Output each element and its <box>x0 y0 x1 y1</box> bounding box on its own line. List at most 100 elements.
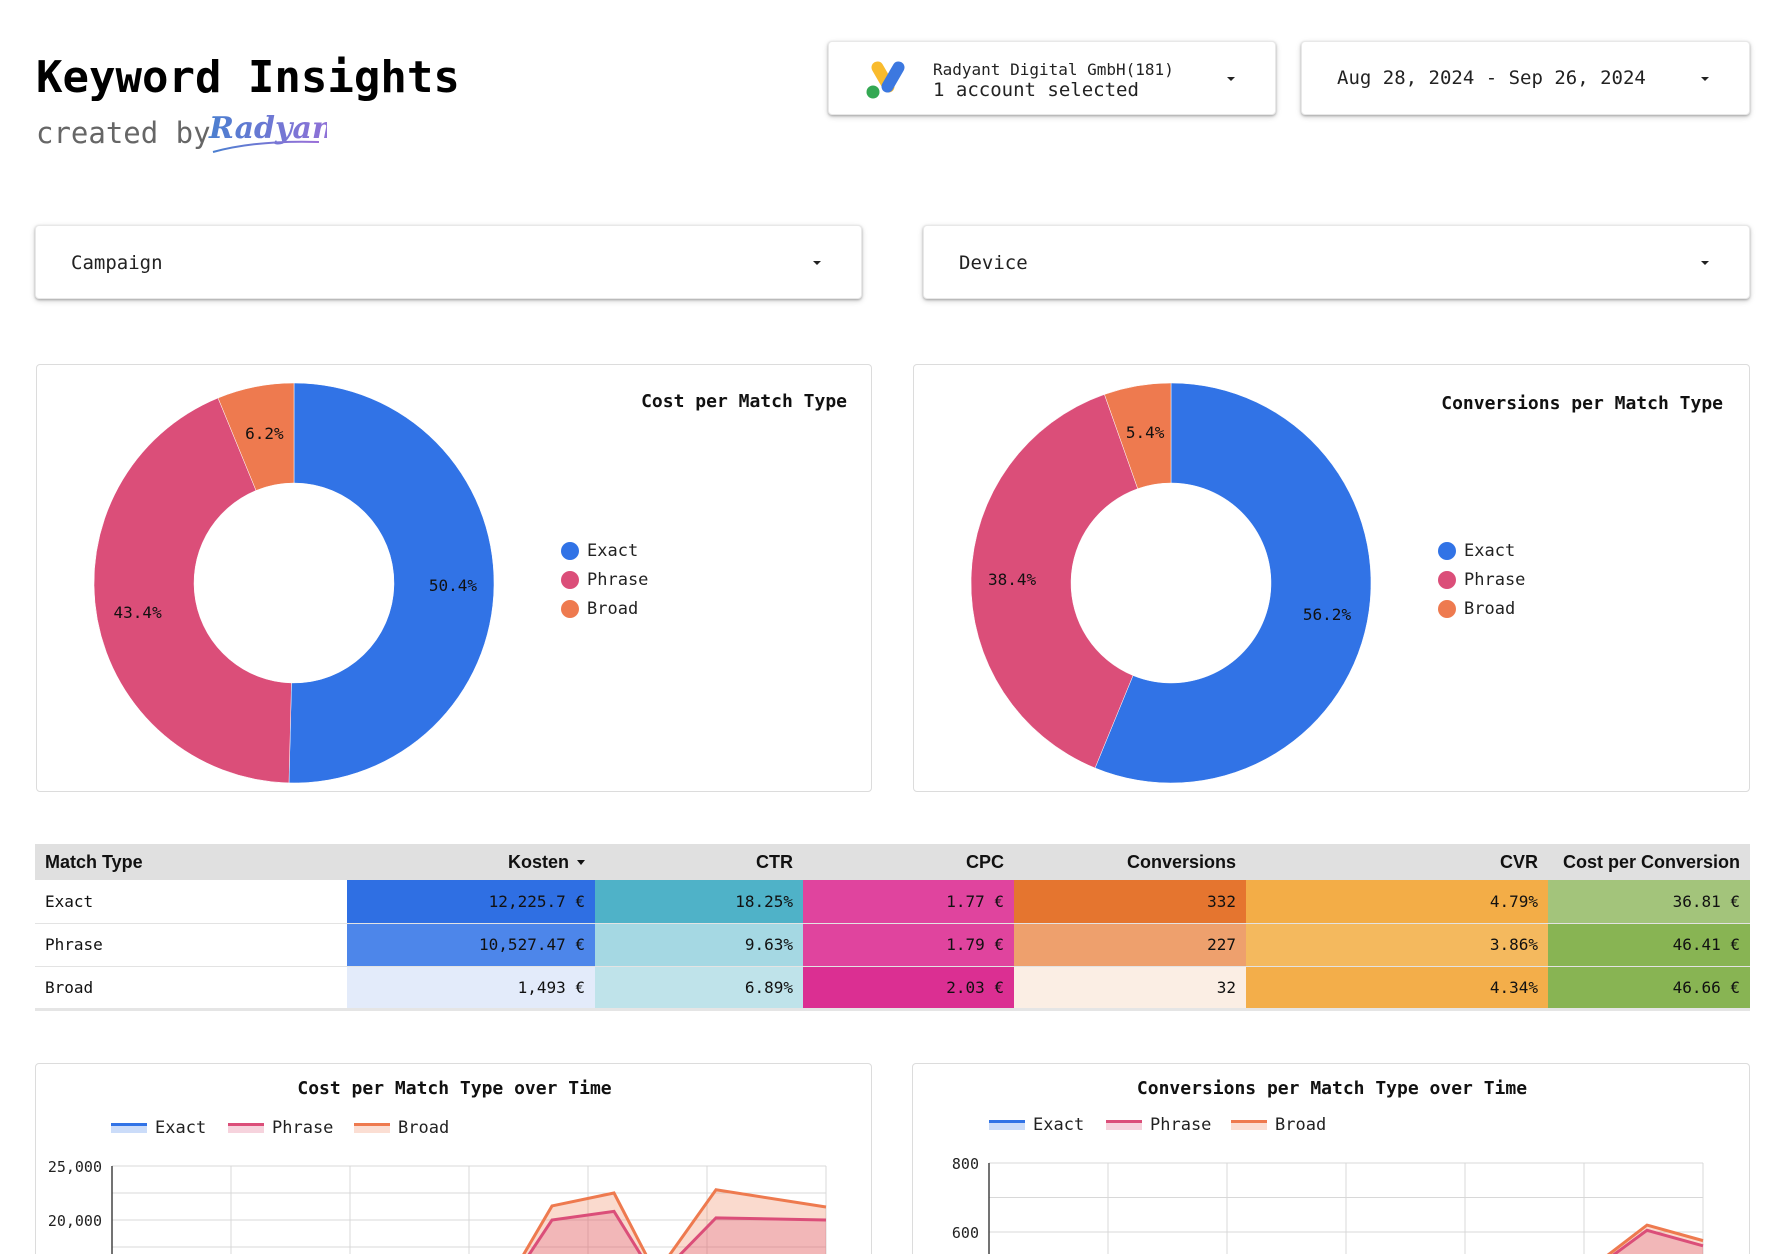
column-header-ctr[interactable]: CTR <box>595 844 803 880</box>
cell-cpc-conv: 36.81 € <box>1548 880 1750 924</box>
sort-desc-icon <box>577 860 585 866</box>
page-subtitle: created by <box>36 116 211 150</box>
match-type-table: Match Type Kosten CTR CPC Conversions CV… <box>35 844 1750 1011</box>
broad-series-area <box>523 1189 826 1254</box>
grid <box>988 1162 1704 1254</box>
legend-item-phrase[interactable]: Phrase <box>1106 1115 1211 1135</box>
legend-item-exact[interactable]: Exact <box>1438 541 1515 561</box>
phrase-series-line[interactable] <box>1593 1228 1704 1254</box>
legend-label: Phrase <box>1150 1115 1212 1135</box>
legend-item-broad[interactable]: Broad <box>1231 1115 1326 1135</box>
column-header-conversions[interactable]: Conversions <box>1014 844 1246 880</box>
phrase-series-line[interactable] <box>509 1209 827 1254</box>
logo-text: Radyant <box>208 111 327 146</box>
cost-over-time-chart: 25,000 20,000 <box>48 1158 827 1254</box>
legend-swatch <box>561 571 579 589</box>
cell-ctr: 9.63% <box>595 923 803 967</box>
column-header-cvr[interactable]: CVR <box>1246 844 1548 880</box>
legend-item-phrase[interactable]: Phrase <box>228 1118 333 1138</box>
cost-donut-chart: 50.4% 43.4% 6.2% <box>93 382 495 784</box>
table-header-row: Match Type Kosten CTR CPC Conversions CV… <box>35 844 1750 880</box>
donut-slice-broad[interactable] <box>1104 382 1172 490</box>
legend-label: Broad <box>1275 1115 1327 1135</box>
column-header-kosten[interactable]: Kosten <box>347 844 595 880</box>
legend-item-exact[interactable]: Exact <box>561 541 638 561</box>
cell-cpc: 1.79 € <box>803 923 1014 967</box>
legend-label: Exact <box>587 541 639 561</box>
account-count: 1 account selected <box>933 79 1139 101</box>
donut-slice-exact[interactable] <box>288 382 495 784</box>
account-selector[interactable]: Radyant Digital GmbH(181) 1 account sele… <box>828 41 1276 115</box>
legend-swatch <box>111 1123 147 1133</box>
legend-swatch <box>1438 600 1456 618</box>
conversions-donut-chart: 56.2% 38.4% 5.4% <box>970 382 1372 784</box>
column-header-cost-per-conversion[interactable]: Cost per Conversion <box>1548 844 1750 880</box>
legend-item-broad[interactable]: Broad <box>1438 599 1515 619</box>
y-tick-label: 600 <box>952 1224 979 1242</box>
cell-conversions: 332 <box>1014 880 1246 924</box>
chart-title: Conversions per Match Type <box>1441 393 1723 414</box>
cell-conversions: 32 <box>1014 966 1246 1011</box>
legend-item-phrase[interactable]: Phrase <box>1438 570 1525 590</box>
conversions-per-match-type-card: Conversions per Match Type 56.2% 38.4% 5.4… <box>913 364 1750 792</box>
cost-over-time-card: Cost per Match Type over Time Exact Phra… <box>35 1063 872 1254</box>
slice-value-label: 6.2% <box>245 424 284 443</box>
legend-swatch <box>1231 1120 1267 1130</box>
legend-swatch <box>989 1120 1025 1130</box>
cell-cpc: 1.77 € <box>803 880 1014 924</box>
broad-series-area <box>1609 1225 1703 1254</box>
legend-swatch <box>1106 1120 1142 1130</box>
conversions-over-time-card: Conversions per Match Type over Time Exa… <box>912 1063 1750 1254</box>
cell-cpc-conv: 46.41 € <box>1548 923 1750 967</box>
cell-kosten: 1,493 € <box>347 966 595 1011</box>
legend-item-broad[interactable]: Broad <box>561 599 638 619</box>
legend-swatch <box>1438 571 1456 589</box>
slice-value-label: 56.2% <box>1303 605 1352 624</box>
cell-ctr: 6.89% <box>595 966 803 1011</box>
legend-item-exact[interactable]: Exact <box>111 1118 206 1138</box>
legend-label: Phrase <box>1464 570 1526 590</box>
legend-item-exact[interactable]: Exact <box>989 1115 1084 1135</box>
radyant-logo: Radyant <box>208 111 327 153</box>
legend-label: Broad <box>1464 599 1516 619</box>
conversions-over-time-chart: 800 600 <box>952 1155 1704 1254</box>
donut-slice-exact[interactable] <box>1094 382 1372 784</box>
table-row[interactable]: Broad 1,493 €6.89% 2.03 €32 4.34% 46.66 € <box>35 966 1750 1011</box>
table-row[interactable]: Phrase 10,527.47 €9.63% 1.79 €227 3.86% 46.4… <box>35 923 1750 967</box>
campaign-filter[interactable]: Campaign <box>35 225 862 299</box>
slice-value-label: 43.4% <box>114 603 163 622</box>
cell-match-type: Phrase <box>35 923 347 967</box>
chevron-down-icon <box>1701 261 1709 265</box>
legend-item-phrase[interactable]: Phrase <box>561 570 648 590</box>
legend-label: Exact <box>155 1118 207 1138</box>
legend-swatch <box>561 542 579 560</box>
broad-series-line[interactable] <box>509 1188 827 1254</box>
slice-value-label: 50.4% <box>429 576 478 595</box>
page-title: Keyword Insights <box>36 52 460 103</box>
device-filter-label: Device <box>959 252 1028 274</box>
column-header-match-type[interactable]: Match Type <box>35 844 347 880</box>
chart-title: Conversions per Match Type over Time <box>1136 1078 1528 1099</box>
broad-series-line[interactable] <box>1593 1223 1704 1254</box>
legend-label: Broad <box>398 1118 450 1138</box>
cell-conversions: 227 <box>1014 923 1246 967</box>
cost-per-match-type-card: Cost per Match Type 50.4% 43.4% 6.2% Exact… <box>36 364 872 792</box>
legend-label: Phrase <box>587 570 649 590</box>
donut-slice-phrase[interactable] <box>970 394 1139 769</box>
legend-item-broad[interactable]: Broad <box>354 1118 449 1138</box>
legend-label: Broad <box>587 599 639 619</box>
donut-slice-broad[interactable] <box>217 382 295 491</box>
cell-match-type: Exact <box>35 880 347 924</box>
google-ads-icon <box>866 61 905 99</box>
date-range-picker[interactable]: Aug 28, 2024 - Sep 26, 2024 <box>1301 41 1750 115</box>
grid <box>111 1165 827 1254</box>
column-header-cpc[interactable]: CPC <box>803 844 1014 880</box>
table-row[interactable]: Exact 12,225.7 €18.25% 1.77 €332 4.79% 36.81… <box>35 880 1750 924</box>
y-tick-label: 800 <box>952 1155 979 1173</box>
legend-label: Exact <box>1033 1115 1085 1135</box>
cell-cpc-conv: 46.66 € <box>1548 966 1750 1011</box>
device-filter[interactable]: Device <box>923 225 1750 299</box>
legend-label: Exact <box>1464 541 1516 561</box>
date-range-label: Aug 28, 2024 - Sep 26, 2024 <box>1337 67 1646 89</box>
cell-cvr: 3.86% <box>1246 923 1548 967</box>
